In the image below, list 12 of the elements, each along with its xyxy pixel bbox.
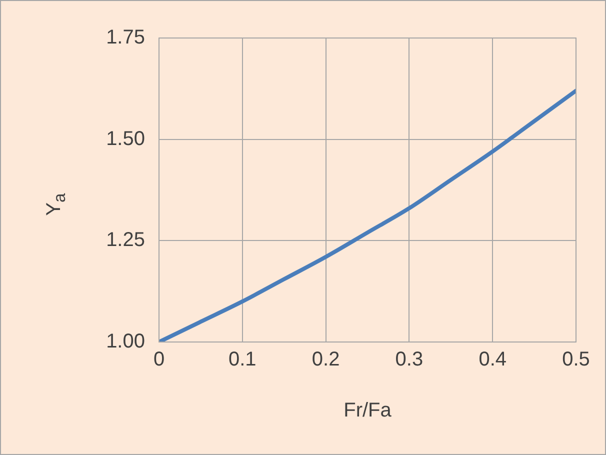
y-tick-label: 1.75	[106, 26, 145, 49]
x-tick-label: 0.5	[562, 348, 590, 371]
y-tick-label: 1.50	[106, 128, 145, 150]
line-series	[159, 88, 576, 342]
x-tick-label: 0.1	[228, 348, 256, 371]
x-tick-label: 0.4	[478, 348, 507, 371]
x-axis-title: Fr/Fa	[344, 400, 392, 422]
x-tick-label: 0.3	[395, 348, 424, 371]
x-tick-label: 0.2	[312, 348, 340, 371]
y-tick-label: 1.00	[106, 330, 145, 353]
x-tick-label: 0	[153, 348, 165, 371]
y-tick-label: 1.25	[106, 229, 145, 252]
